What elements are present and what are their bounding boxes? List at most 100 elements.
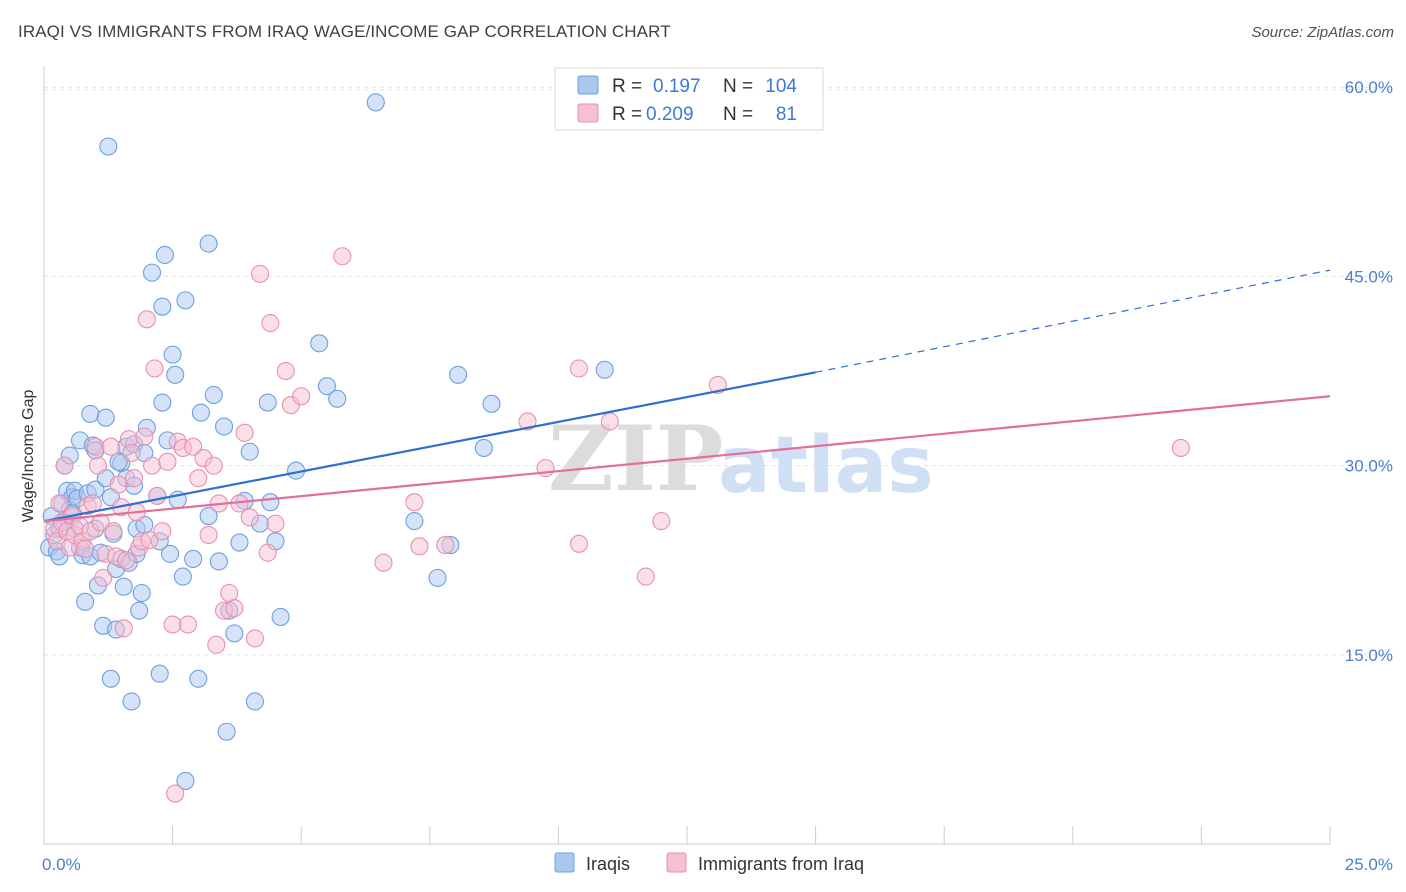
immigrants-point [333,247,352,266]
immigrants-point [109,475,128,494]
legend-r-value-1: 0.197 [653,76,701,97]
y-tick-label: 30.0% [1345,457,1393,476]
x-tick-label: 25.0% [1345,855,1393,874]
immigrants-point [204,456,223,475]
iraqis-point [130,601,149,620]
immigrants-point [261,314,280,333]
immigrants-point [374,553,393,572]
watermark: ZIP atlas [548,406,934,512]
immigrants-point [178,615,198,634]
iraqis-point [99,137,118,156]
iraqis-point [160,544,180,563]
bottom-legend-label-immigrants: Immigrants from Iraq [698,854,864,874]
immigrants-point [220,583,239,603]
axes [43,66,1331,845]
immigrants-point [207,635,226,654]
legend-n-label-1: N = [723,76,753,97]
grid-lines [44,86,1392,656]
iraqis-point [428,568,447,587]
immigrants-point [145,359,164,378]
immigrants-point [266,514,285,533]
immigrants-point [276,361,295,381]
y-tick-label: 45.0% [1345,267,1393,286]
legend-box: R = 0.197 N = 104 R = 0.209 N = 81 [554,67,824,131]
iraqis-point [101,669,120,688]
immigrants-point [140,530,159,550]
iraqis-point [328,389,347,408]
y-tick-label: 15.0% [1345,646,1393,665]
immigrants-point [652,512,671,531]
y-tick-labels: 15.0% 30.0% 45.0% 60.0% [1345,78,1393,665]
bottom-legend-label-iraqis: Iraqis [586,854,630,874]
bottom-legend-swatch-iraqis [554,852,575,873]
immigrants-point [600,412,619,431]
x-tick-labels: 0.0% 25.0% [42,855,1393,874]
iraqis-point [271,607,290,627]
immigrants-point [104,522,123,541]
legend-r-value-2: 0.209 [646,104,694,125]
iraqis-point [310,334,329,353]
iraqis-point [76,592,95,611]
iraqis-point [132,583,151,603]
iraqis-point [173,567,192,586]
immigrants-point [55,456,74,475]
iraqis-point [199,234,218,253]
iraqis-point [114,577,133,596]
immigrants-point [101,437,120,456]
legend-r-label-2: R = [612,104,642,125]
immigrants-point [235,423,254,442]
iraqis-point [184,549,203,568]
iraqis-point [166,365,185,384]
legend-n-label-2: N = [723,104,753,125]
iraqis-point [258,393,277,412]
immigrants-point [199,525,218,545]
immigrants-point [250,264,270,283]
immigrants-point [117,551,136,570]
immigrants-point [122,443,141,463]
x-tick-label: 0.0% [42,855,81,874]
legend-n-value-2: 81 [776,104,797,125]
iraqis-point [474,438,493,458]
immigrants-point [76,539,95,558]
immigrants-point [124,469,144,488]
immigrants-point [114,619,133,638]
iraqis-point [189,669,208,688]
iraqis-point [214,417,234,436]
iraqis-point [155,245,174,265]
iraqis-point [317,377,336,396]
iraqis-point [153,393,172,412]
bottom-legend: Iraqis Immigrants from Iraq [554,852,864,874]
immigrants-point [135,427,154,446]
immigrants-point [240,508,259,527]
source-credit: Source: ZipAtlas.com [1251,24,1394,41]
immigrants-point [158,452,177,471]
immigrants-point [405,493,424,512]
iraqis-trend-line [43,371,816,523]
immigrants-point [88,456,108,475]
immigrants-trend-line [43,395,1331,523]
iraqis-point [199,507,218,526]
iraqis-point [209,552,228,571]
immigrants-point [518,412,537,431]
iraqis-point [225,624,244,643]
iraqis-point [261,493,280,512]
immigrants-point [245,629,264,648]
legend-swatch-iraqis [577,75,599,95]
iraqis-point [109,452,128,471]
immigrants-point [292,387,311,406]
legend-r-label-1: R = [612,76,642,97]
immigrants-point [153,522,172,541]
iraqis-point [366,93,385,112]
legend-swatch-immigrants [577,103,599,123]
immigrants-point [83,494,102,513]
y-axis-label: Wage/Income Gap [20,390,37,523]
iraqis-point [449,365,468,384]
immigrants-point [1171,438,1190,458]
iraqis-point [217,722,236,741]
immigrants-point [137,310,156,329]
bottom-legend-swatch-immigrants [666,852,687,873]
iraqis-trend-extension [815,269,1331,373]
immigrants-point [189,469,208,488]
immigrants-point [708,375,727,394]
watermark-zip: ZIP [548,406,723,512]
